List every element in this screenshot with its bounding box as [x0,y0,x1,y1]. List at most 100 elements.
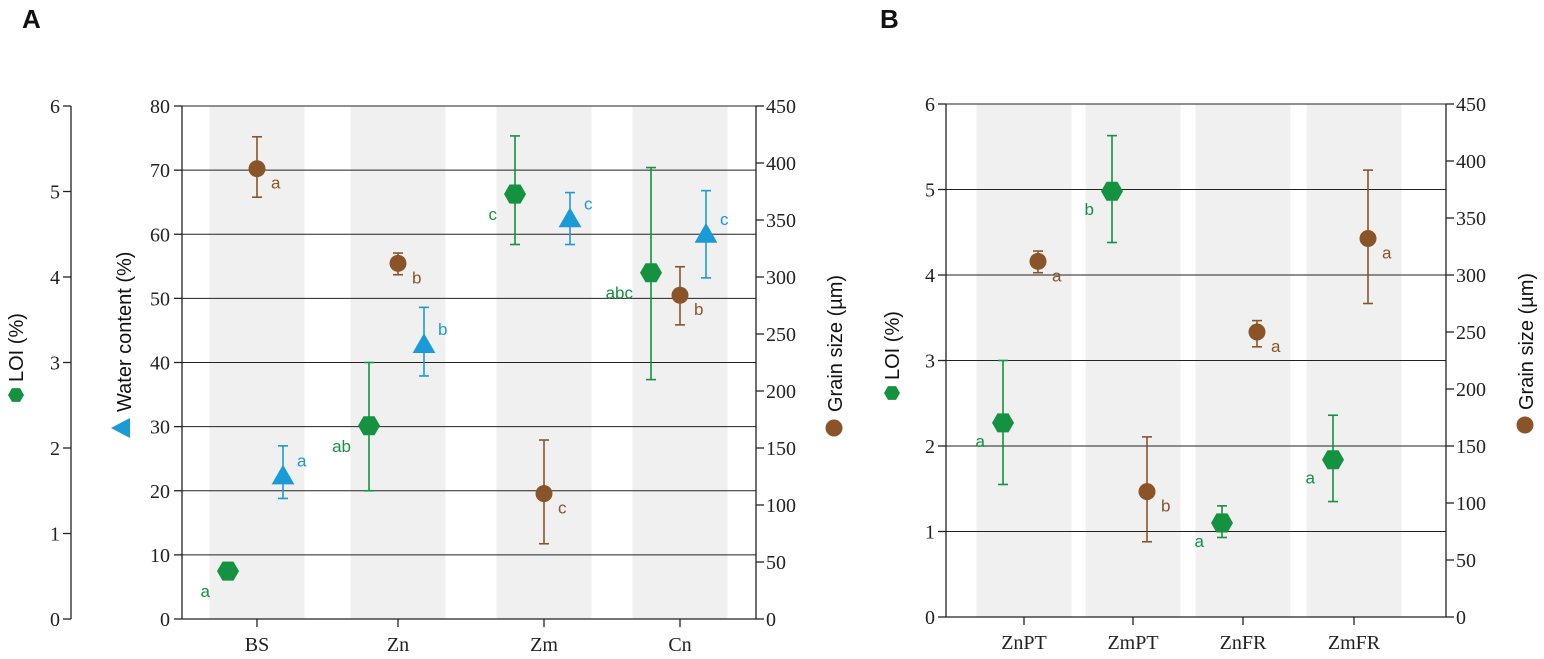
category-label-zn: Zn [387,634,409,656]
grain-circle-point [248,160,266,178]
water-axis-tick-label: 60 [150,224,170,246]
loi-axis-tick-label: 5 [925,180,935,202]
water-axis-tick-label: 10 [150,545,170,567]
loi-hexagon-point [504,184,526,204]
loi-axis-tick-label: 5 [50,182,60,204]
grain-axis-tick-label: 350 [1456,208,1486,230]
grain-circle-point [535,485,553,503]
loi-hexagon-point [217,561,239,581]
grain-significance-letter: a [1052,266,1062,285]
grain-significance-letter: a [1271,337,1281,356]
loi-axis-tick-label: 0 [50,609,60,631]
grain-circle-point [1029,252,1047,270]
category-label-zmpt: ZmPT [1107,632,1158,654]
grain-significance-letter: b [412,268,421,287]
water-significance-letter: b [438,320,447,339]
water-axis-tick-label: 0 [160,609,170,631]
grain-legend-circle-icon [1516,416,1534,434]
loi-axis-tick-label: 3 [50,353,60,375]
loi-significance-letter: ab [332,437,351,456]
water-axis-tick-label: 30 [150,417,170,439]
grain-axis-tick-label: 400 [1456,151,1486,173]
grain-legend-circle-icon [825,419,843,437]
loi-significance-letter: a [1306,469,1316,488]
series-loi: a b a a [976,134,1344,551]
category-label-znfr: ZnFR [1220,632,1267,654]
loi-axis-tick-label: 3 [925,351,935,373]
panel-a-loi-ticks: 0 1 2 3 4 5 6 [50,96,71,631]
series-grain: a b a a [1029,169,1392,543]
water-legend-triangle-icon [111,418,130,438]
category-label-cn: Cn [668,634,691,656]
grain-significance-letter: a [1382,244,1392,263]
loi-axis-tick-label: 1 [925,522,935,544]
grain-circle-point [671,286,689,304]
grain-significance-letter: a [271,174,281,193]
loi-significance-letter: abc [606,284,634,303]
panel-b: B 0 1 2 3 4 5 6 0 50 100 150 200 250 300 350 400 450 Zn… [880,4,1538,654]
grain-axis-tick-label: 100 [1456,493,1486,515]
water-axis-tick-label: 80 [150,96,170,118]
loi-significance-letter: c [489,205,498,224]
grain-axis-tick-label: 200 [766,381,796,403]
panel-b-grain-ticks: 0 50 100 150 200 250 300 350 400 450 [1446,94,1486,629]
category-label-znpt: ZnPT [1001,632,1047,654]
water-axis-tick-label: 50 [150,288,170,310]
water-triangle-point [694,222,718,243]
grain-circle-point [389,254,407,272]
grain-axis-tick-label: 150 [766,438,796,460]
panel-a-loi-axis-title: LOI (%) [6,313,28,402]
loi-axis-tick-label: 0 [925,607,935,629]
panel-a-water-axis-label: Water content (%) [114,252,136,412]
grain-axis-tick-label: 50 [766,552,786,574]
loi-hexagon-point [1322,450,1344,470]
water-axis-tick-label: 20 [150,481,170,503]
panel-b-data-marks: a b a a a b a a [976,134,1392,551]
water-axis-tick-label: 40 [150,353,170,375]
water-axis-tick-label: 70 [150,160,170,182]
grain-axis-tick-label: 200 [1456,379,1486,401]
panel-b-grain-axis-title: Grain size (µm) [1516,273,1538,434]
loi-hexagon-point [992,413,1014,433]
category-label-zmfr: ZmFR [1328,632,1381,654]
loi-hexagon-point [640,263,662,283]
grain-axis-tick-label: 0 [1456,607,1466,629]
loi-axis-tick-label: 4 [925,265,935,287]
grain-axis-tick-label: 100 [766,495,796,517]
water-significance-letter: c [584,195,593,214]
category-label-bs: BS [245,634,269,656]
loi-axis-tick-label: 1 [50,524,60,546]
grain-axis-tick-label: 250 [766,324,796,346]
water-triangle-point [558,207,582,228]
panel-a-water-ticks: 0 10 20 30 40 50 60 70 80 [150,96,182,631]
panel-a-grain-ticks: 0 50 100 150 200 250 300 350 400 450 [756,96,796,631]
panel-b-loi-axis-title: LOI (%) [882,311,904,400]
loi-axis-tick-label: 2 [50,438,60,460]
water-triangle-point [271,464,295,485]
grain-axis-tick-label: 450 [1456,94,1486,116]
loi-significance-letter: a [1195,532,1205,551]
panel-a-water-axis-title: Water content (%) [111,252,136,438]
grain-axis-tick-label: 50 [1456,550,1476,572]
panel-a-loi-axis-label: LOI (%) [6,313,28,382]
panel-a-grain-axis-label: Grain size (µm) [825,275,847,412]
grain-axis-tick-label: 300 [1456,265,1486,287]
loi-legend-hexagon-icon [884,386,900,400]
loi-significance-letter: a [201,582,211,601]
panel-b-gridlines [946,103,1446,532]
panel-b-category-labels: ZnPT ZmPT ZnFR ZmFR [1001,617,1381,654]
water-significance-letter: c [720,210,729,229]
grain-significance-letter: b [694,300,703,319]
water-significance-letter: a [297,452,307,471]
category-label-zm: Zm [530,634,558,656]
panel-b-letter: B [880,4,899,34]
loi-axis-tick-label: 6 [50,96,60,118]
grain-significance-letter: c [558,499,567,518]
loi-significance-letter: b [1085,200,1094,219]
panel-a: A 0 1 2 3 4 5 6 0 10 20 30 40 50 60 70 80 0 50 100 150 200… [6,4,847,656]
panel-a-letter: A [22,4,41,34]
